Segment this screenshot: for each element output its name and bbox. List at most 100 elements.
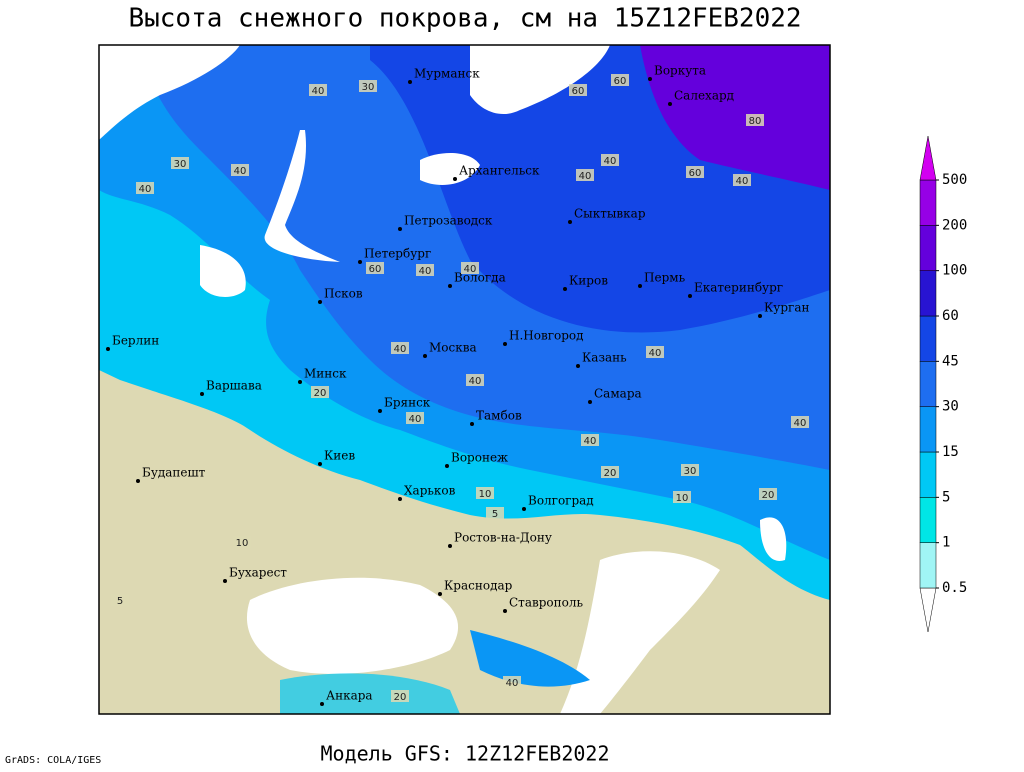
city-dot	[398, 497, 402, 501]
lake-aral	[760, 517, 787, 561]
contour-label: 30	[362, 82, 375, 93]
city-dot	[318, 300, 322, 304]
city-dot	[106, 347, 110, 351]
contour-label: 40	[312, 86, 325, 97]
legend-band	[919, 179, 937, 226]
city-dot	[408, 80, 412, 84]
legend-bottom-triangle	[919, 587, 937, 633]
legend-band	[919, 451, 937, 498]
city-label: Минск	[304, 367, 347, 381]
city-dot	[398, 227, 402, 231]
legend-label: 1	[942, 535, 950, 551]
contour-label: 20	[762, 490, 775, 501]
contour-label: 5	[117, 596, 123, 607]
contour-label-bg	[733, 174, 751, 186]
contour-label-bg	[576, 169, 594, 181]
city-dot	[568, 220, 572, 224]
legend-label: 15	[942, 444, 959, 460]
contour-label: 40	[579, 171, 592, 182]
contour-label: 80	[749, 116, 762, 127]
city-label: Варшава	[206, 379, 262, 393]
city-dot	[298, 380, 302, 384]
sea-caspian	[560, 551, 720, 714]
city-dot	[438, 592, 442, 596]
city-label: Салехард	[674, 89, 734, 103]
city-label: Петербург	[364, 247, 431, 261]
contour-label-bg	[231, 164, 249, 176]
legend-label: 60	[942, 308, 959, 324]
city-dot	[448, 284, 452, 288]
contour-label: 40	[419, 266, 432, 277]
city-dot	[378, 409, 382, 413]
legend-band	[919, 225, 937, 271]
city-dot	[448, 544, 452, 548]
contour-label-bg	[461, 262, 479, 274]
contour-label: 40	[469, 376, 482, 387]
legend-label: 45	[942, 353, 959, 369]
contour-label-bg	[171, 157, 189, 169]
city-label: Киров	[569, 274, 608, 288]
contour-label: 40	[464, 264, 477, 275]
city-dot	[503, 609, 507, 613]
contour-label: 60	[689, 168, 702, 179]
contour-label-bg	[759, 488, 777, 500]
contour-label: 20	[394, 692, 407, 703]
contour-label: 40	[649, 348, 662, 359]
city-label: Киев	[324, 449, 355, 463]
city-label: Будапешт	[142, 466, 206, 480]
city-dot	[136, 479, 140, 483]
city-label: Ставрополь	[509, 596, 583, 610]
map-frame	[98, 44, 831, 715]
contour-label-bg	[391, 342, 409, 354]
contour-label-bg	[601, 154, 619, 166]
contour-label: 60	[572, 86, 585, 97]
map	[98, 44, 831, 715]
contour-label: 40	[139, 184, 152, 195]
contour-label: 40	[736, 176, 749, 187]
contour-label-bg	[569, 84, 587, 96]
contour-label: 10	[479, 489, 492, 500]
city-label: Воронеж	[451, 451, 508, 465]
contour-label: 20	[314, 388, 327, 399]
contour-label-bg	[601, 466, 619, 478]
city-label: Анкара	[326, 689, 373, 703]
city-dot	[503, 342, 507, 346]
sea-black	[246, 577, 459, 674]
city-label: Харьков	[404, 484, 456, 498]
city-dot	[358, 260, 362, 264]
city-label: Н.Новгород	[509, 329, 584, 343]
city-label: Пермь	[644, 271, 686, 285]
city-dot	[668, 102, 672, 106]
city-dot	[423, 354, 427, 358]
city-dot	[318, 462, 322, 466]
contour-label: 40	[234, 166, 247, 177]
contour-label: 60	[614, 76, 627, 87]
contour-label-bg	[746, 114, 764, 126]
legend-label: 100	[942, 263, 967, 279]
city-dot	[223, 579, 227, 583]
city-label: Бухарест	[229, 566, 287, 580]
legend-band	[919, 270, 937, 317]
city-label: Краснодар	[444, 579, 513, 593]
city-label: Курган	[764, 301, 809, 315]
contour-label: 10	[236, 538, 249, 549]
contour-label-bg	[611, 74, 629, 86]
city-label: Казань	[582, 351, 627, 365]
contour-label: 60	[369, 264, 382, 275]
contour-label-bg	[503, 676, 521, 688]
city-label: Псков	[324, 287, 363, 301]
city-dot	[648, 77, 652, 81]
snow-deepest	[640, 45, 830, 190]
legend-band	[919, 361, 937, 407]
legend-band	[919, 315, 937, 362]
legend-label: 5	[942, 489, 950, 505]
sea-baltic	[200, 130, 340, 297]
city-dot	[588, 400, 592, 404]
contour-label-bg	[476, 487, 494, 499]
city-dot	[563, 287, 567, 291]
contour-label-bg	[581, 434, 599, 446]
legend-label: 30	[942, 399, 959, 415]
city-label: Берлин	[112, 334, 159, 348]
